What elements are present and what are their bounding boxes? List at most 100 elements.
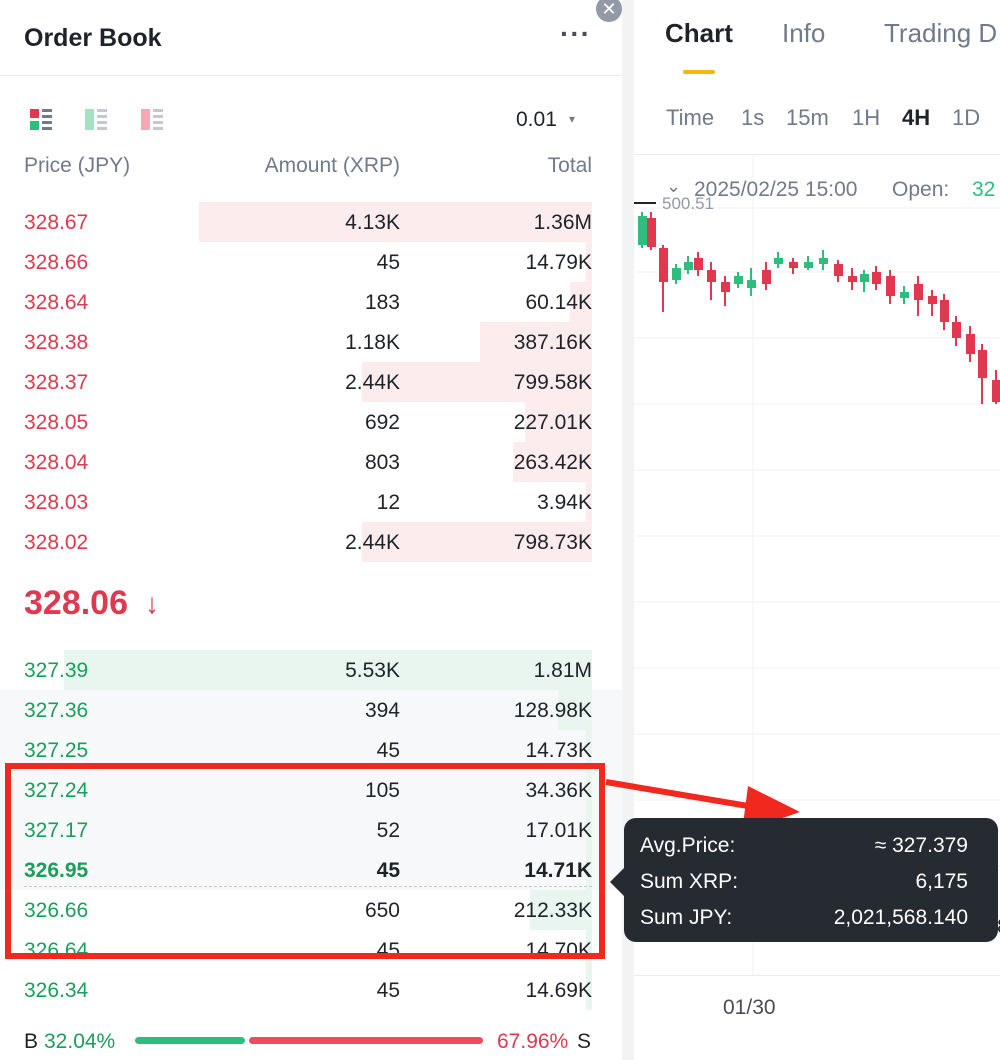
- interval-4h[interactable]: 4H: [902, 105, 931, 130]
- ask-row[interactable]: 328.66 45 14.79K: [0, 242, 622, 282]
- total-cell: 34.36K: [525, 779, 592, 802]
- depth-bar: [199, 202, 592, 242]
- candle-body: [684, 262, 693, 270]
- total-cell: 14.73K: [525, 739, 592, 762]
- tooltip-avg-price-value: ≈ 327.379: [874, 834, 968, 857]
- chart-toolbar-divider: [634, 154, 1000, 155]
- order-book-panel: Order Book ··· ✕ 0.01 ▾ Price (JPY) Amou…: [0, 0, 622, 1053]
- candle-body: [834, 264, 843, 276]
- candle-body: [900, 292, 909, 298]
- depth-bar: [558, 690, 592, 730]
- bid-row[interactable]: 327.24 105 34.36K: [0, 770, 622, 810]
- amount-cell: 692: [364, 411, 400, 434]
- tooltip-sum-xrp-value: 6,175: [915, 870, 968, 893]
- sell-percent: 67.96%: [497, 1030, 569, 1053]
- interval-1d[interactable]: 1D: [952, 105, 981, 130]
- bid-row[interactable]: 326.66 650 212.33K: [0, 890, 622, 930]
- chevron-down-icon[interactable]: ▾: [569, 112, 576, 126]
- total-cell: 227.01K: [513, 411, 592, 434]
- candle-body: [747, 280, 756, 288]
- candle-body: [886, 276, 895, 296]
- ask-row[interactable]: 328.64 183 60.14K: [0, 282, 622, 322]
- total-cell: 14.71K: [524, 859, 592, 882]
- amount-cell: 4.13K: [345, 211, 400, 234]
- depth-bar: [513, 442, 592, 482]
- amount-cell: 45: [376, 739, 400, 762]
- tick-size-select[interactable]: 0.01: [516, 108, 557, 131]
- interval-1s[interactable]: 1s: [741, 105, 765, 130]
- depth-tooltip: Avg.Price: ≈ 327.379 Sum XRP: 6,175 Sum …: [624, 818, 998, 942]
- amount-column-header: Amount (XRP): [264, 154, 400, 177]
- depth-bar: [530, 890, 592, 930]
- amount-cell: 1.18K: [345, 331, 400, 354]
- ask-row[interactable]: 328.04 803 263.42K: [0, 442, 622, 482]
- order-book-header: Order Book ··· ✕: [0, 0, 622, 76]
- amount-cell: 394: [364, 699, 400, 722]
- ask-row[interactable]: 328.03 12 3.94K: [0, 482, 622, 522]
- bid-row[interactable]: 326.95 45 14.71K: [0, 850, 622, 890]
- price-cell: 328.05: [24, 411, 89, 434]
- candle-body: [659, 248, 668, 282]
- ask-row[interactable]: 328.38 1.18K 387.16K: [0, 322, 622, 362]
- tooltip-pointer: [610, 868, 624, 896]
- chevron-down-icon[interactable]: ⌄: [666, 176, 682, 196]
- interval-15m[interactable]: 15m: [786, 105, 829, 130]
- bid-row[interactable]: 326.34 45 14.69K: [0, 970, 622, 1010]
- candle-body: [734, 276, 743, 284]
- price-cell: 327.25: [24, 739, 89, 762]
- candle-body: [940, 300, 949, 322]
- buy-ratio-bar: [135, 1037, 245, 1044]
- price-cell: 328.02: [24, 531, 89, 554]
- total-cell: 128.98K: [513, 699, 592, 722]
- tab-chart[interactable]: Chart: [665, 18, 733, 48]
- view-both-icon[interactable]: [30, 109, 52, 131]
- total-cell: 212.33K: [513, 899, 592, 922]
- candle-body: [789, 262, 798, 268]
- total-cell: 1.81M: [533, 659, 592, 682]
- view-asks-icon[interactable]: [141, 109, 163, 131]
- panel-divider[interactable]: [622, 0, 634, 1060]
- amount-cell: 52: [376, 819, 400, 842]
- tab-info[interactable]: Info: [782, 18, 826, 48]
- ask-row[interactable]: 328.67 4.13K 1.36M: [0, 202, 622, 242]
- amount-cell: 2.44K: [345, 531, 400, 554]
- candle-body: [694, 258, 703, 270]
- selection-divider: [24, 886, 592, 887]
- total-cell: 60.14K: [525, 291, 592, 314]
- bid-row[interactable]: 327.39 5.53K 1.81M: [0, 650, 622, 690]
- interval-time[interactable]: Time: [666, 105, 715, 130]
- tooltip-sum-jpy-value: 2,021,568.140: [833, 906, 968, 929]
- candle-body: [872, 272, 881, 284]
- candle-body: [928, 296, 937, 304]
- price-cell: 328.64: [24, 291, 89, 314]
- more-options-icon[interactable]: ···: [560, 18, 591, 49]
- price-cell: 327.24: [24, 779, 89, 802]
- close-icon[interactable]: ✕: [596, 0, 622, 22]
- sell-label: S: [577, 1030, 592, 1053]
- bid-row[interactable]: 327.36 394 128.98K: [0, 690, 622, 730]
- price-cell: 327.36: [24, 699, 89, 722]
- ask-row[interactable]: 328.37 2.44K 799.58K: [0, 362, 622, 402]
- total-cell: 798.73K: [513, 531, 592, 554]
- total-cell: 387.16K: [513, 331, 592, 354]
- depth-bar: [64, 650, 592, 690]
- view-bids-icon[interactable]: [85, 109, 107, 131]
- interval-1h[interactable]: 1H: [852, 105, 881, 130]
- price-cell: 327.39: [24, 659, 89, 682]
- total-cell: 799.58K: [513, 371, 592, 394]
- ohlc-open-value: 32: [972, 178, 996, 201]
- candle-body: [762, 270, 771, 284]
- depth-bar: [570, 282, 592, 322]
- ask-row[interactable]: 328.05 692 227.01K: [0, 402, 622, 442]
- bid-row[interactable]: 327.17 52 17.01K: [0, 810, 622, 850]
- amount-cell: 12: [376, 491, 400, 514]
- ask-row[interactable]: 328.02 2.44K 798.73K: [0, 522, 622, 562]
- depth-bar: [586, 242, 592, 282]
- tab-trading-data[interactable]: Trading D: [884, 18, 998, 48]
- tooltip-sum-jpy-label: Sum JPY:: [640, 906, 733, 929]
- price-cell: 327.17: [24, 819, 89, 842]
- candle-body: [804, 262, 813, 268]
- price-cell: 328.66: [24, 251, 89, 274]
- depth-bar: [586, 850, 592, 890]
- candle-body: [721, 282, 730, 292]
